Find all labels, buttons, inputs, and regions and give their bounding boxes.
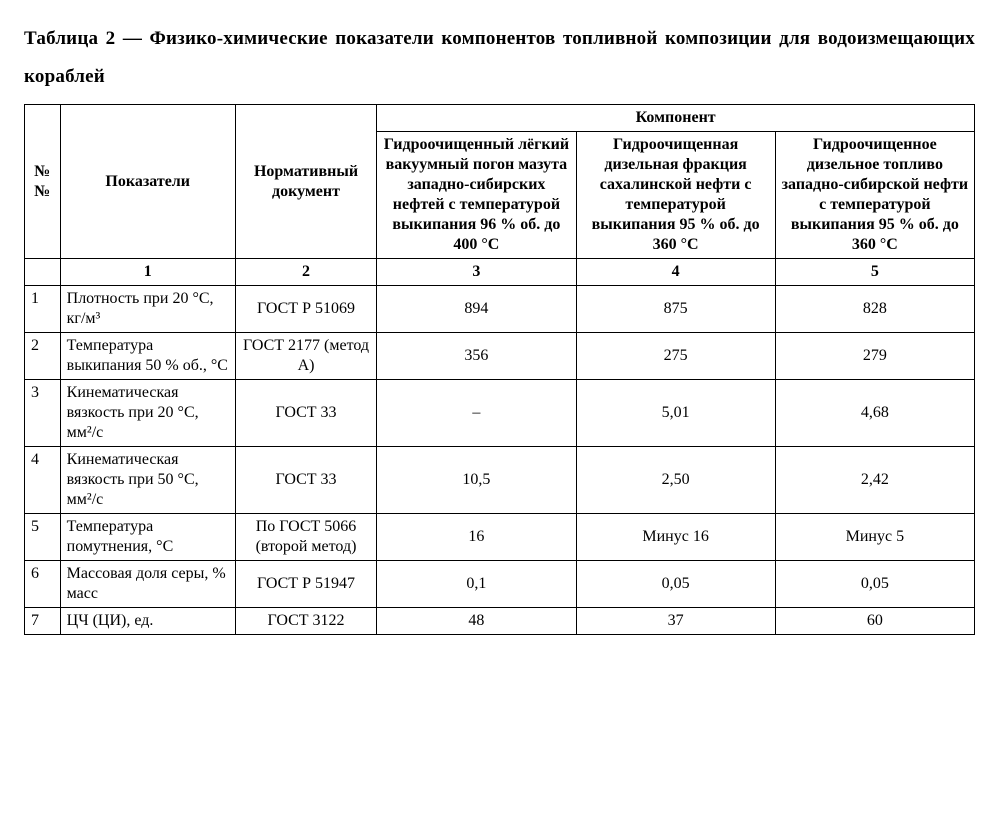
cell-row-num: 3 — [25, 380, 61, 447]
table-caption: Таблица 2 — Физико-химические показатели… — [24, 20, 975, 96]
cell-normdoc: ГОСТ Р 51947 — [235, 561, 377, 608]
colnum-3: 3 — [377, 259, 576, 286]
col-header-indicator: Показатели — [60, 105, 235, 259]
cell-normdoc: ГОСТ 33 — [235, 380, 377, 447]
cell-normdoc: ГОСТ 3122 — [235, 608, 377, 635]
cell-value: 0,1 — [377, 561, 576, 608]
table-row: 1Плотность при 20 °С, кг/м³ГОСТ Р 510698… — [25, 286, 975, 333]
colnum-2: 2 — [235, 259, 377, 286]
header-row-1: № № Показатели Нормативный документ Комп… — [25, 105, 975, 132]
cell-value: 10,5 — [377, 447, 576, 514]
cell-normdoc: ГОСТ 2177 (метод А) — [235, 333, 377, 380]
cell-indicator: Массовая доля серы, % масс — [60, 561, 235, 608]
cell-indicator: Кинематическая вязкость при 50 °С, мм²/с — [60, 447, 235, 514]
colnum-5: 5 — [775, 259, 974, 286]
cell-indicator: Кинематическая вязкость при 20 °С, мм²/с — [60, 380, 235, 447]
cell-value: 356 — [377, 333, 576, 380]
col-header-component-group: Компонент — [377, 105, 975, 132]
col-header-normdoc: Нормативный документ — [235, 105, 377, 259]
data-table: № № Показатели Нормативный документ Комп… — [24, 104, 975, 635]
cell-normdoc: ГОСТ Р 51069 — [235, 286, 377, 333]
cell-row-num: 7 — [25, 608, 61, 635]
cell-normdoc: ГОСТ 33 — [235, 447, 377, 514]
cell-value: Минус 16 — [576, 514, 775, 561]
cell-indicator: Плотность при 20 °С, кг/м³ — [60, 286, 235, 333]
cell-value: Минус 5 — [775, 514, 974, 561]
col-header-component-1: Гидроочищенный лёгкий вакуумный погон ма… — [377, 132, 576, 259]
cell-value: – — [377, 380, 576, 447]
table-row: 7ЦЧ (ЦИ), ед.ГОСТ 3122483760 — [25, 608, 975, 635]
cell-value: 279 — [775, 333, 974, 380]
cell-indicator: Температура помутнения, °С — [60, 514, 235, 561]
cell-value: 4,68 — [775, 380, 974, 447]
cell-row-num: 4 — [25, 447, 61, 514]
colnum-1: 1 — [60, 259, 235, 286]
table-row: 5Температура помутнения, °СПо ГОСТ 5066 … — [25, 514, 975, 561]
cell-value: 275 — [576, 333, 775, 380]
col-header-num: № № — [25, 105, 61, 259]
cell-value: 2,42 — [775, 447, 974, 514]
table-row: 3Кинематическая вязкость при 20 °С, мм²/… — [25, 380, 975, 447]
table-row: 4Кинематическая вязкость при 50 °С, мм²/… — [25, 447, 975, 514]
col-header-component-3: Гидроочищенное дизельное топливо западно… — [775, 132, 974, 259]
col-header-component-2: Гидроочищенная дизельная фракция сахалин… — [576, 132, 775, 259]
cell-value: 875 — [576, 286, 775, 333]
header-row-colnums: 1 2 3 4 5 — [25, 259, 975, 286]
cell-indicator: Температура выкипания 50 % об., °С — [60, 333, 235, 380]
cell-row-num: 6 — [25, 561, 61, 608]
cell-value: 894 — [377, 286, 576, 333]
cell-value: 5,01 — [576, 380, 775, 447]
cell-normdoc: По ГОСТ 5066 (второй метод) — [235, 514, 377, 561]
colnum-4: 4 — [576, 259, 775, 286]
cell-value: 37 — [576, 608, 775, 635]
cell-indicator: ЦЧ (ЦИ), ед. — [60, 608, 235, 635]
cell-value: 0,05 — [576, 561, 775, 608]
colnum-blank — [25, 259, 61, 286]
table-row: 2Температура выкипания 50 % об., °СГОСТ … — [25, 333, 975, 380]
table-body: 1Плотность при 20 °С, кг/м³ГОСТ Р 510698… — [25, 286, 975, 635]
cell-row-num: 5 — [25, 514, 61, 561]
cell-value: 0,05 — [775, 561, 974, 608]
cell-row-num: 2 — [25, 333, 61, 380]
cell-value: 2,50 — [576, 447, 775, 514]
cell-value: 16 — [377, 514, 576, 561]
cell-value: 48 — [377, 608, 576, 635]
cell-value: 828 — [775, 286, 974, 333]
cell-row-num: 1 — [25, 286, 61, 333]
table-row: 6Массовая доля серы, % массГОСТ Р 519470… — [25, 561, 975, 608]
cell-value: 60 — [775, 608, 974, 635]
